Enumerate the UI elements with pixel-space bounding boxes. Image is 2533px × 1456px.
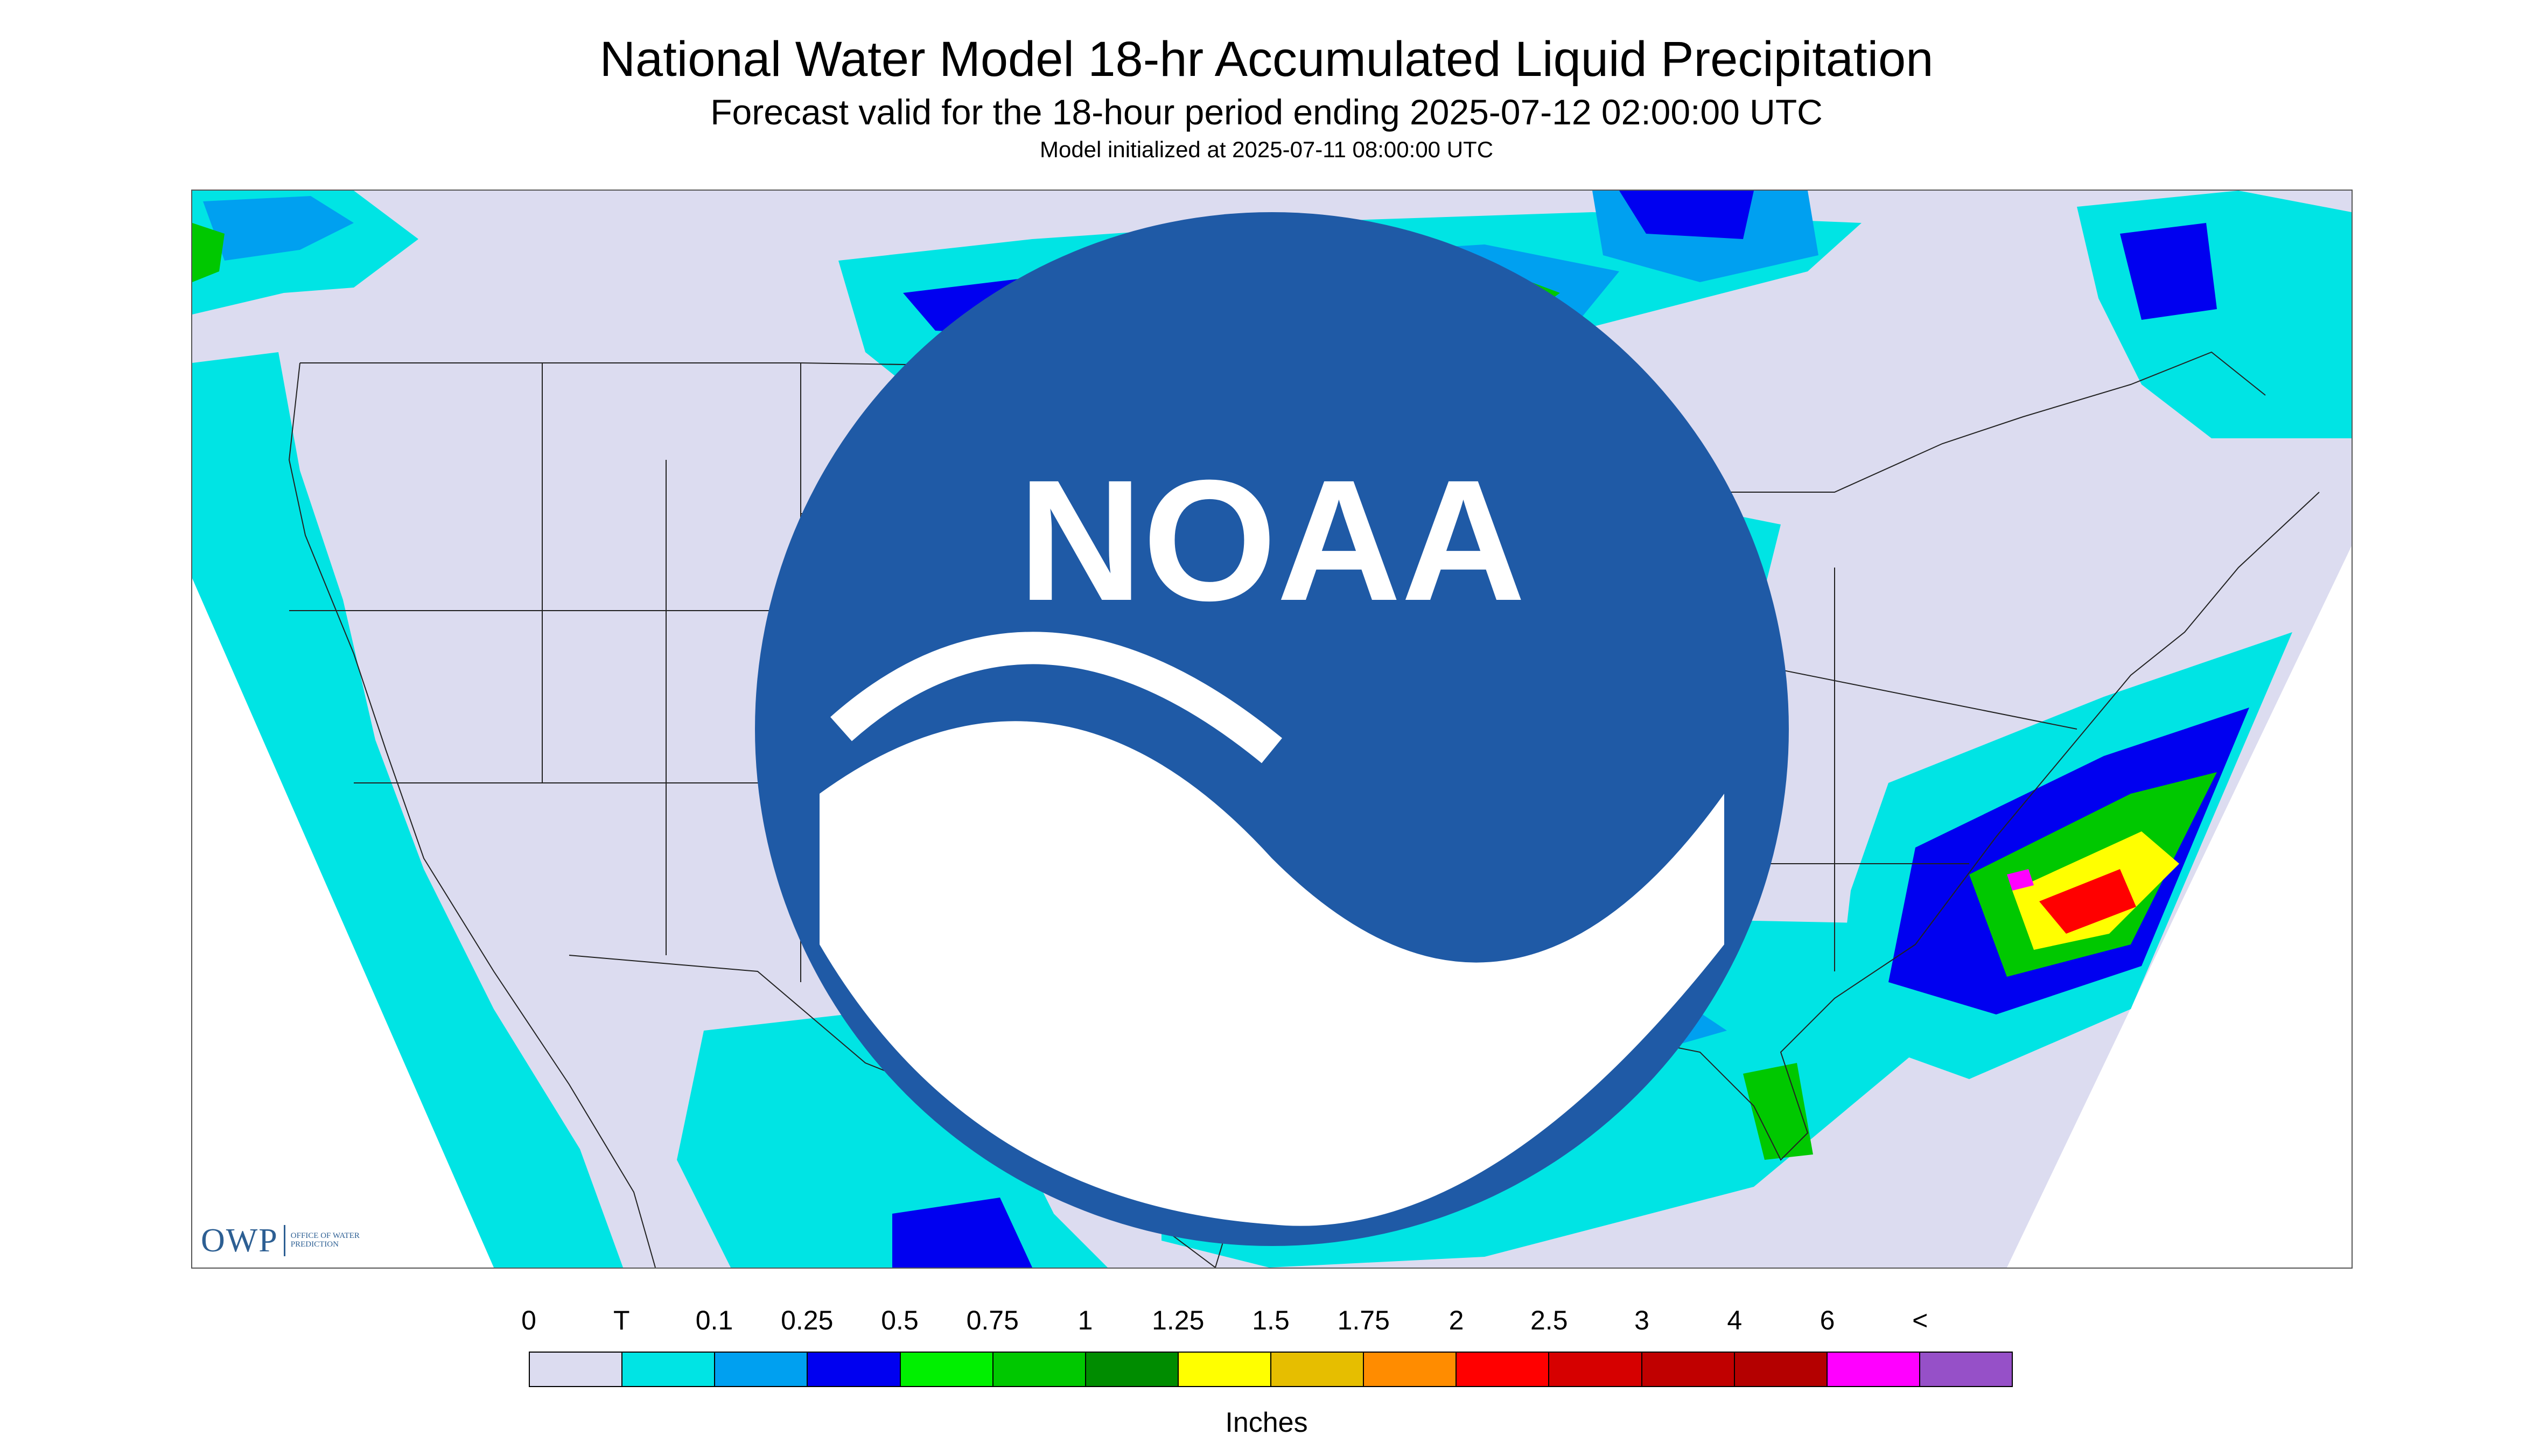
owp-logo-text: OWP [201, 1222, 278, 1259]
legend-label: < [1912, 1305, 1928, 1335]
precipitation-map: OWP OFFICE OF WATER PREDICTION NOAA [191, 190, 2353, 1269]
legend-swatch [1457, 1353, 1550, 1386]
owp-logo: OWP OFFICE OF WATER PREDICTION [201, 1219, 377, 1262]
noaa-logo: NOAA [755, 212, 1789, 1246]
pnw-precip-heavy [192, 223, 225, 282]
legend-label: T [613, 1305, 630, 1335]
legend-labels: 0 T 0.1 0.25 0.5 0.75 1 1.25 1.5 1.75 2 2.5 3 4 6 < [0, 1305, 2533, 1337]
legend-swatch [1920, 1353, 2012, 1386]
legend-label: 1.5 [1252, 1305, 1290, 1335]
atlantic-storm-max [2039, 869, 2136, 934]
legend-units: Inches [1225, 1407, 1308, 1438]
legend-label: 3 [1634, 1305, 1649, 1335]
owp-logo-divider [283, 1225, 285, 1256]
noaa-logo-text: NOAA [1018, 444, 1526, 636]
legend-swatch [1178, 1353, 1271, 1386]
legend-label: 6 [1820, 1305, 1835, 1335]
map-title: National Water Model 18-hr Accumulated L… [599, 32, 1934, 87]
legend-swatch [1734, 1353, 1828, 1386]
model-init-text: Model initialized at 2025-07-11 08:00:00… [1039, 137, 1494, 162]
legend-label: 1.75 [1337, 1305, 1390, 1335]
mexico-precip-heavy [892, 1198, 1032, 1268]
legend-swatch [715, 1353, 808, 1386]
legend-swatch [622, 1353, 716, 1386]
legend-label: 0.1 [695, 1305, 733, 1335]
legend-label: 2.5 [1530, 1305, 1568, 1335]
pacific-precip-band [192, 352, 623, 1268]
maine-precip-heavy [2120, 223, 2217, 320]
legend-label: 2 [1449, 1305, 1464, 1335]
legend-swatch [808, 1353, 901, 1386]
atlantic-storm-peak [2007, 869, 2034, 891]
legend-swatch [1549, 1353, 1642, 1386]
owp-logo-subtext: OFFICE OF WATER PREDICTION [290, 1231, 360, 1249]
legend-swatch [530, 1353, 623, 1386]
legend-label: 0 [521, 1305, 536, 1335]
legend-label: 4 [1727, 1305, 1743, 1335]
map-subtitle: Forecast valid for the 18-hour period en… [710, 92, 1823, 132]
legend-swatch [1642, 1353, 1735, 1386]
legend-swatch [1827, 1353, 1920, 1386]
legend-swatch [993, 1353, 1086, 1386]
legend-swatch [900, 1353, 993, 1386]
legend-label: 0.75 [966, 1305, 1019, 1335]
pnw-precip-moderate [203, 196, 354, 261]
precip-color-legend [529, 1352, 2013, 1387]
legend-label: 0.25 [781, 1305, 834, 1335]
legend-swatch [1086, 1353, 1179, 1386]
legend-label: 1 [1077, 1305, 1093, 1335]
northeast-canada-precip-heavy [1619, 191, 1754, 239]
legend-label: 0.5 [881, 1305, 919, 1335]
legend-swatch [1364, 1353, 1457, 1386]
legend-label: 1.25 [1152, 1305, 1205, 1335]
legend-swatch [1271, 1353, 1365, 1386]
florida-precip-heavy [1743, 1063, 1813, 1160]
